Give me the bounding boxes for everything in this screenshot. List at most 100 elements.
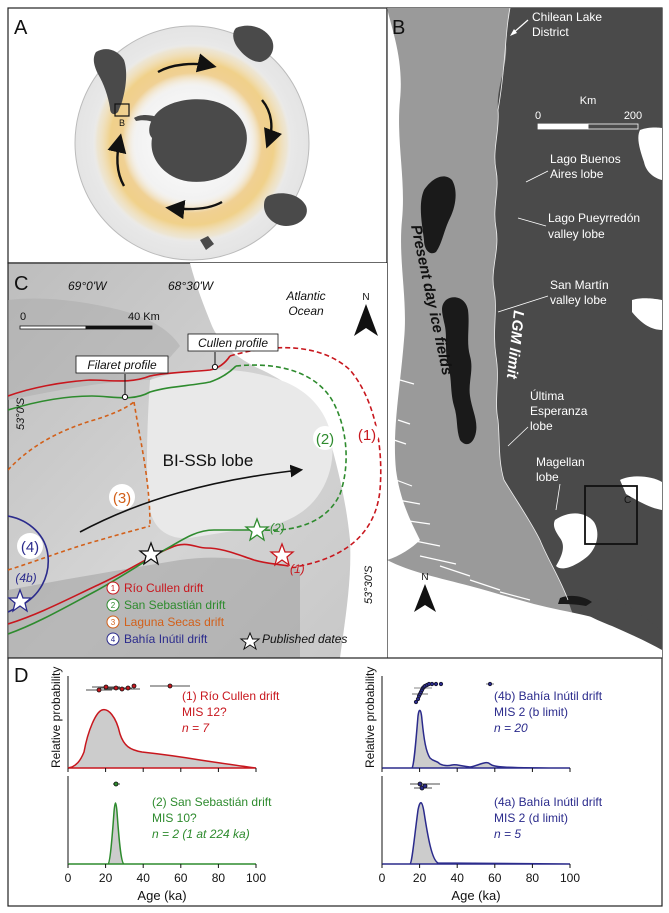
limit-1-rio-cullen-south — [8, 543, 289, 625]
curve-bahia-inutil-d — [382, 802, 571, 865]
plot2-line1: (4b) Bahía Inútil drift — [494, 689, 603, 703]
age-point — [487, 681, 493, 687]
age-point — [167, 683, 173, 689]
age-point — [125, 685, 131, 691]
lobe-buenos-aires-leader — [525, 170, 549, 183]
star-label-2: (2) — [270, 521, 285, 535]
chilean-lake-line2: District — [532, 25, 569, 39]
legend-item-2: San Sebastián drift — [124, 598, 226, 612]
southern-ice-field — [442, 297, 477, 445]
inset-box-c — [584, 485, 638, 545]
drift-4-circle — [17, 533, 43, 559]
x-tick-label: 40 — [451, 871, 465, 885]
lobe-ultima-2: Esperanza — [530, 404, 588, 418]
longitude-6830w: 68°30'W — [168, 279, 215, 293]
atlantic-ocean-label-1: Atlantic — [285, 289, 325, 303]
lobe-magellan-1: Magellan — [536, 455, 585, 469]
filaret-profile-point — [121, 393, 129, 401]
panel-d-letter: D — [14, 665, 28, 687]
limit-3-laguna-secas — [8, 401, 151, 571]
age-point — [131, 683, 137, 689]
plot2-line2: MIS 2 (b limit) — [494, 705, 568, 719]
x-tick-label: 60 — [174, 871, 188, 885]
plot2-line3: n = 20 — [494, 721, 528, 735]
limit-1-rio-cullen-dashed — [229, 346, 382, 569]
lobe-san-martin-2: valley lobe — [550, 293, 607, 307]
x-tick-label: 20 — [413, 871, 427, 885]
africa — [233, 25, 274, 62]
legend-item-3: Laguna Secas drift — [124, 615, 225, 629]
lobe-san-martin-1: San Martín — [550, 278, 609, 292]
curve-bahia-inutil-b — [382, 709, 571, 769]
relief-south — [8, 557, 300, 658]
limit-2-san-sebastian-dashed — [235, 364, 347, 531]
arrow-south — [165, 200, 223, 220]
c-scale-min: 0 — [20, 311, 26, 323]
lobe-pueyrredon-2: valley lobe — [548, 227, 605, 241]
panel-c-legend: 1 Río Cullen drift 2 San Sebastián drift… — [106, 581, 347, 651]
x-tick-label: 20 — [99, 871, 113, 885]
latitude-5330s: 53°30'S — [363, 565, 375, 604]
locator-box-label: B — [119, 118, 125, 128]
circumpolar-current-arrows — [107, 53, 283, 220]
c-scale-black — [85, 325, 153, 330]
filaret-profile-box — [75, 355, 169, 374]
panel-c-letter: C — [14, 273, 28, 295]
drift-number-2: (2) — [316, 431, 334, 448]
panel-a: B A — [7, 7, 388, 264]
scale-bar-min: 0 — [535, 110, 541, 122]
age-point — [413, 699, 419, 705]
lobe-ultima-1: Última — [530, 388, 564, 403]
drift-number-4: (4) — [21, 539, 39, 556]
c-scale-max: 40 Km — [128, 311, 160, 323]
x-tick-label: 0 — [379, 871, 386, 885]
lobe-magellan-2: lobe — [536, 470, 559, 484]
scale-bar-white — [537, 123, 589, 130]
plot3-line3: n = 2 (1 at 224 ka) — [152, 827, 250, 841]
age-point — [113, 685, 119, 691]
north-arrow-b — [414, 584, 436, 612]
panel-d: D — [7, 657, 663, 907]
plot1-line3: n = 7 — [182, 721, 210, 735]
lobe-buenos-aires-2: Aires lobe — [550, 167, 604, 181]
lobe-ultima-3: lobe — [530, 419, 553, 433]
north-arrow-c — [354, 304, 378, 336]
southern-ocean — [387, 560, 662, 658]
star-label-1: (1) — [290, 562, 305, 576]
star-white — [138, 541, 164, 566]
drift-1-circle — [355, 422, 379, 446]
age-point — [119, 686, 125, 692]
age-point — [103, 684, 109, 690]
ages-rio-cullen — [86, 683, 190, 693]
star-green — [244, 517, 270, 542]
fjord-coast — [393, 379, 531, 601]
lgm-limit-line — [492, 8, 569, 601]
drift-number-4b: (4b) — [15, 571, 36, 585]
arrow-west — [107, 133, 127, 187]
northern-ice-field — [420, 176, 456, 254]
panel-a-letter: A — [14, 17, 28, 39]
legend-marker-3: 3 — [111, 618, 116, 627]
latitude-53s: 53°0'S — [15, 397, 27, 430]
limit-3-laguna-secas-arc — [133, 401, 151, 527]
relief-north — [8, 298, 180, 400]
arrow-east — [261, 99, 283, 149]
north-label-b: N — [421, 572, 428, 583]
new-zealand — [200, 236, 214, 250]
antarctic-peninsula — [134, 115, 160, 124]
ages-san-sebastian — [113, 781, 120, 787]
age-point — [429, 681, 435, 687]
x-tick-label: 0 — [65, 871, 72, 885]
age-point — [96, 687, 102, 693]
tierra-del-fuego-south — [570, 589, 662, 650]
xlabel-left: Age (ka) — [137, 888, 186, 903]
ylabel-right: Relative probability — [363, 667, 377, 768]
plot3-line2: MIS 10? — [152, 811, 197, 825]
panel-c: C 69°0'W 68°30'W Atlantic Ocean 0 40 Km … — [7, 262, 388, 659]
locator-box — [114, 103, 130, 117]
south-america — [93, 49, 127, 115]
panel-b-letter: B — [392, 17, 405, 39]
legend-item-4: Bahía Inútil drift — [124, 632, 208, 646]
plot1-line2: MIS 12? — [182, 705, 227, 719]
